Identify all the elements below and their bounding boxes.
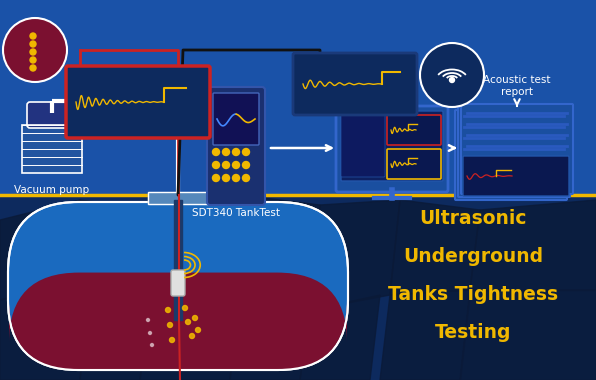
FancyBboxPatch shape — [207, 87, 265, 205]
FancyBboxPatch shape — [455, 110, 567, 200]
FancyBboxPatch shape — [293, 53, 417, 115]
Polygon shape — [470, 200, 596, 290]
Circle shape — [213, 174, 219, 182]
Circle shape — [166, 307, 170, 312]
Polygon shape — [390, 200, 480, 295]
FancyBboxPatch shape — [213, 93, 259, 145]
Circle shape — [193, 315, 197, 320]
Circle shape — [232, 149, 240, 155]
Circle shape — [30, 57, 36, 63]
Polygon shape — [230, 290, 310, 380]
Polygon shape — [150, 195, 240, 300]
Polygon shape — [80, 200, 160, 300]
FancyBboxPatch shape — [458, 107, 570, 197]
Bar — [0, 0, 596, 195]
Bar — [22, 125, 82, 132]
Circle shape — [148, 331, 151, 334]
Bar — [22, 141, 82, 148]
Text: Testing: Testing — [434, 323, 511, 342]
Bar — [148, 192, 208, 204]
Circle shape — [195, 328, 200, 332]
Polygon shape — [0, 280, 90, 380]
Circle shape — [420, 43, 484, 107]
FancyBboxPatch shape — [341, 111, 385, 177]
FancyBboxPatch shape — [8, 202, 348, 370]
FancyBboxPatch shape — [387, 149, 441, 179]
Circle shape — [30, 33, 36, 39]
Circle shape — [30, 41, 36, 47]
Circle shape — [213, 149, 219, 155]
Text: Tanks Tightness: Tanks Tightness — [388, 285, 558, 304]
Polygon shape — [0, 200, 90, 300]
Circle shape — [222, 174, 229, 182]
Bar — [174, 200, 182, 320]
Polygon shape — [240, 195, 320, 310]
FancyBboxPatch shape — [66, 66, 210, 138]
Polygon shape — [80, 280, 150, 380]
Circle shape — [213, 162, 219, 168]
Circle shape — [169, 337, 175, 342]
Circle shape — [243, 162, 250, 168]
Bar — [22, 149, 82, 156]
Circle shape — [222, 149, 229, 155]
Circle shape — [30, 65, 36, 71]
Circle shape — [190, 334, 194, 339]
Polygon shape — [140, 290, 240, 380]
Circle shape — [30, 49, 36, 55]
FancyBboxPatch shape — [9, 272, 347, 370]
Text: Vacuum pump: Vacuum pump — [14, 185, 89, 195]
Text: Ultrasonic: Ultrasonic — [419, 209, 527, 228]
FancyBboxPatch shape — [171, 270, 185, 296]
Circle shape — [232, 174, 240, 182]
Circle shape — [449, 78, 455, 82]
Text: Underground: Underground — [403, 247, 543, 266]
Bar — [22, 133, 82, 140]
Bar — [22, 157, 82, 164]
FancyBboxPatch shape — [387, 115, 441, 145]
Polygon shape — [380, 290, 470, 380]
Circle shape — [243, 174, 250, 182]
Circle shape — [147, 318, 150, 321]
FancyBboxPatch shape — [27, 102, 77, 128]
Circle shape — [151, 344, 154, 347]
Polygon shape — [300, 295, 380, 380]
Circle shape — [167, 323, 172, 328]
Bar — [148, 192, 208, 204]
Bar — [22, 125, 82, 173]
FancyBboxPatch shape — [461, 104, 573, 194]
FancyBboxPatch shape — [463, 156, 569, 196]
FancyBboxPatch shape — [341, 111, 443, 181]
Polygon shape — [310, 200, 400, 310]
Circle shape — [185, 320, 191, 325]
Circle shape — [3, 18, 67, 82]
Bar — [0, 195, 596, 380]
Polygon shape — [460, 290, 596, 380]
FancyBboxPatch shape — [336, 106, 448, 192]
Circle shape — [232, 162, 240, 168]
Text: Acoustic test
report: Acoustic test report — [483, 75, 551, 97]
Circle shape — [222, 162, 229, 168]
Circle shape — [243, 149, 250, 155]
Text: SDT340 TankTest: SDT340 TankTest — [192, 208, 280, 218]
Circle shape — [182, 306, 188, 310]
Bar — [22, 165, 82, 172]
